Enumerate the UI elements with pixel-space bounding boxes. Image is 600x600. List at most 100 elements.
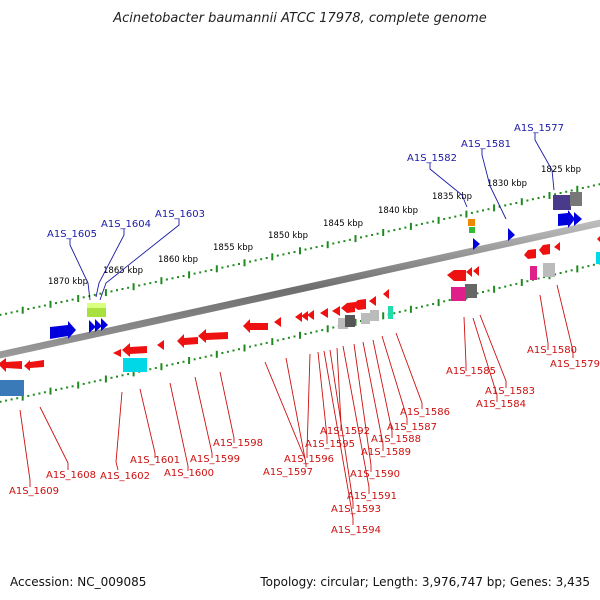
gene-box[interactable] — [451, 287, 466, 301]
gene-arrow[interactable] — [307, 310, 314, 320]
gene-arrow[interactable] — [243, 319, 268, 333]
minor-tick — [332, 242, 335, 245]
gene-label[interactable]: A1S_1605 — [47, 229, 97, 240]
minor-tick — [321, 329, 324, 332]
gene-label[interactable]: A1S_1599 — [190, 454, 240, 465]
gene-box[interactable] — [465, 284, 477, 298]
gene-arrow[interactable] — [554, 242, 560, 251]
gene-label[interactable]: A1S_1598 — [213, 438, 263, 449]
gene-arrow[interactable] — [320, 308, 328, 318]
gene-label[interactable]: A1S_1577 — [514, 123, 564, 134]
gene-arrow[interactable] — [574, 212, 582, 226]
minor-tick — [421, 222, 423, 225]
gene-arrow[interactable] — [341, 302, 355, 313]
minor-tick — [421, 305, 423, 308]
gene-arrow[interactable] — [473, 266, 479, 276]
gene-arrow[interactable] — [177, 334, 198, 348]
minor-tick — [38, 305, 41, 308]
gene-label[interactable]: A1S_1582 — [407, 153, 457, 164]
gene-box[interactable] — [388, 306, 393, 319]
gene-arrow[interactable] — [332, 306, 340, 316]
gene-box[interactable] — [570, 192, 582, 206]
gene-label[interactable]: A1S_1594 — [331, 525, 381, 536]
gene-arrow[interactable] — [50, 321, 76, 339]
gene-label[interactable]: A1S_1608 — [46, 470, 96, 481]
minor-tick — [304, 248, 307, 251]
gene-label[interactable]: A1S_1602 — [100, 471, 150, 482]
gene-box[interactable] — [468, 219, 475, 226]
gene-box[interactable] — [370, 310, 379, 321]
gene-label[interactable]: A1S_1592 — [320, 426, 370, 437]
gene-box[interactable] — [596, 252, 600, 264]
gene-label[interactable]: A1S_1603 — [155, 209, 205, 220]
gene-label[interactable]: A1S_1581 — [461, 139, 511, 150]
gene-arrow[interactable] — [369, 296, 376, 306]
gene-box[interactable] — [530, 266, 537, 280]
minor-tick — [210, 269, 213, 271]
minor-tick — [426, 304, 429, 307]
gene-box[interactable] — [543, 263, 555, 277]
gene-label[interactable]: A1S_1600 — [164, 468, 214, 479]
minor-tick — [404, 226, 407, 229]
gene-arrow[interactable] — [508, 228, 515, 241]
gene-arrow[interactable] — [301, 311, 308, 321]
gene-arrow[interactable] — [24, 360, 44, 371]
gene-box[interactable] — [338, 318, 348, 329]
gene-label[interactable]: A1S_1590 — [350, 469, 400, 480]
gene-arrow[interactable] — [524, 249, 536, 259]
gene-arrow[interactable] — [0, 358, 22, 372]
gene-label[interactable]: A1S_1604 — [101, 219, 151, 230]
gene-label[interactable]: A1S_1591 — [347, 491, 397, 502]
gene-label[interactable]: A1S_1589 — [361, 447, 411, 458]
minor-tick — [487, 289, 490, 292]
gene-box[interactable] — [0, 380, 24, 396]
gene-arrow[interactable] — [113, 349, 121, 357]
gene-label[interactable]: A1S_1597 — [263, 467, 313, 478]
minor-tick — [504, 285, 507, 288]
gene-box[interactable] — [553, 195, 571, 210]
gene-label[interactable]: A1S_1585 — [446, 366, 496, 377]
gene-arrow[interactable] — [122, 343, 147, 357]
gene-label[interactable]: A1S_1580 — [527, 345, 577, 356]
gene-box[interactable] — [123, 358, 147, 372]
gene-label[interactable]: A1S_1595 — [305, 439, 355, 450]
gene-arrow[interactable] — [157, 340, 164, 350]
gene-label[interactable]: A1S_1587 — [387, 422, 437, 433]
gene-box[interactable] — [469, 227, 475, 233]
major-tick — [132, 369, 135, 377]
gene-label[interactable]: A1S_1586 — [400, 407, 450, 418]
major-tick — [520, 198, 523, 206]
gene-arrow[interactable] — [383, 289, 389, 299]
gene-label[interactable]: A1S_1601 — [130, 455, 180, 466]
gene-box[interactable] — [87, 303, 106, 308]
minor-tick — [509, 203, 512, 206]
gene-arrow[interactable] — [89, 320, 96, 333]
gene-arrow[interactable] — [198, 329, 228, 343]
gene-arrow[interactable] — [597, 234, 600, 244]
gene-box[interactable] — [345, 315, 355, 327]
gene-label[interactable]: A1S_1596 — [284, 454, 334, 465]
gene-arrow[interactable] — [473, 238, 480, 250]
gene-arrow[interactable] — [539, 244, 550, 255]
gene-label[interactable]: A1S_1584 — [476, 399, 526, 410]
minor-tick — [371, 234, 374, 236]
gene-arrow[interactable] — [352, 299, 366, 310]
minor-tick — [16, 310, 19, 313]
gene-arrow[interactable] — [558, 210, 575, 228]
gene-label[interactable]: A1S_1588 — [371, 434, 421, 445]
gene-label[interactable]: A1S_1583 — [485, 386, 535, 397]
major-tick — [326, 325, 329, 333]
gene-arrow[interactable] — [447, 270, 466, 281]
gene-label[interactable]: A1S_1593 — [331, 504, 381, 515]
gene-arrow[interactable] — [274, 317, 281, 327]
gene-arrow[interactable] — [295, 312, 302, 322]
gene-arrow[interactable] — [95, 319, 102, 332]
gene-arrow[interactable] — [466, 267, 472, 277]
major-tick — [243, 344, 246, 352]
gene-label[interactable]: A1S_1609 — [9, 486, 59, 497]
minor-tick — [565, 190, 568, 193]
gene-box[interactable] — [361, 313, 370, 324]
gene-label[interactable]: A1S_1579 — [550, 359, 600, 370]
minor-tick — [249, 260, 252, 263]
gene-arrow[interactable] — [101, 318, 108, 331]
